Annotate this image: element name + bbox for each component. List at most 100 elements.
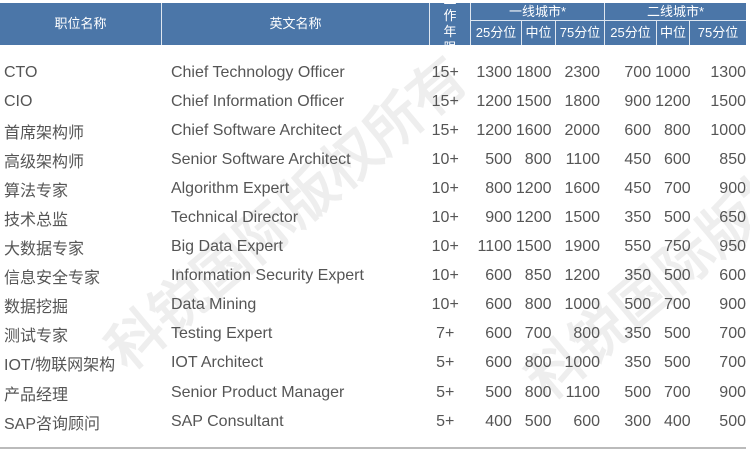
years: 10+ xyxy=(431,296,459,314)
tier1-p25: 900 xyxy=(485,209,512,227)
years: 10+ xyxy=(431,209,459,227)
tier2-p75: 650 xyxy=(719,209,746,227)
bottom-rule xyxy=(0,447,746,449)
table-row: 产品经理 Senior Product Manager 5+ 500 800 1100 50… xyxy=(0,378,750,407)
years: 15+ xyxy=(431,92,459,110)
tier2-p75: 900 xyxy=(719,179,746,197)
tier1-p25: 500 xyxy=(485,150,512,168)
tier1-median: 800 xyxy=(524,150,552,168)
tier1-p25: 1200 xyxy=(476,121,512,139)
tier1-p75: 2000 xyxy=(564,121,601,139)
tier1-p75: 1000 xyxy=(564,354,601,372)
tier2-median: 1000 xyxy=(655,63,691,81)
tier2-median: 400 xyxy=(663,412,691,430)
tier1-p75: 1100 xyxy=(565,150,601,168)
job-title-cn: CTO xyxy=(4,63,38,81)
tier2-p75: 1000 xyxy=(710,121,746,139)
tier2-median: 500 xyxy=(663,325,691,343)
tier2-p75: 900 xyxy=(719,383,746,401)
job-title-cn: 测试专家 xyxy=(4,328,69,346)
tier2-p75: 850 xyxy=(719,150,746,168)
table-row: CIO Chief Information Officer 15+ 1200 1500 1… xyxy=(0,87,750,116)
job-title-cn: 数据挖掘 xyxy=(4,299,69,317)
tier1-p25: 1300 xyxy=(476,63,512,81)
tier1-p75: 800 xyxy=(573,325,601,343)
tier2-p25: 350 xyxy=(624,267,652,285)
job-title-cn: CIO xyxy=(4,92,33,110)
years: 15+ xyxy=(431,121,459,139)
tier2-p25: 350 xyxy=(624,354,652,372)
years: 5+ xyxy=(436,354,455,372)
years: 10+ xyxy=(431,238,459,256)
header-t2-p25: 25分位 xyxy=(605,21,657,45)
job-title-en: Chief Information Officer xyxy=(170,92,345,110)
tier1-median: 850 xyxy=(524,267,552,285)
years: 15+ xyxy=(431,63,459,81)
tier2-p25: 550 xyxy=(624,238,652,256)
job-title-en: Senior Software Architect xyxy=(170,150,351,168)
tier2-median: 500 xyxy=(663,267,691,285)
tier2-p25: 300 xyxy=(624,412,652,430)
tier2-p75: 950 xyxy=(719,238,746,256)
job-title-cn: 大数据专家 xyxy=(4,241,85,259)
tier1-p25: 1100 xyxy=(477,238,512,256)
years: 7+ xyxy=(436,325,455,343)
tier2-p75: 500 xyxy=(719,412,746,430)
header-t2-p50: 中位 xyxy=(657,21,690,45)
tier2-median: 500 xyxy=(663,354,691,372)
header-tier1: 一线城市* xyxy=(471,3,605,21)
tier1-median: 1200 xyxy=(515,179,552,197)
table-row: 信息安全专家 Information Security Expert 10+ 600 8… xyxy=(0,262,750,291)
job-title-en: Algorithm Expert xyxy=(170,179,290,197)
tier2-p75: 1300 xyxy=(710,63,746,81)
years: 5+ xyxy=(436,412,455,430)
tier1-p75: 1600 xyxy=(564,179,601,197)
tier1-p25: 600 xyxy=(485,325,512,343)
tier1-median: 500 xyxy=(524,412,552,430)
job-title-en: Data Mining xyxy=(170,296,257,314)
table-row: 测试专家 Testing Expert 7+ 600 700 800 350 500 700 xyxy=(0,320,750,349)
tier2-p75: 900 xyxy=(719,296,746,314)
tier2-p25: 450 xyxy=(624,179,652,197)
table-row: IOT/物联网架构 IOT Architect 5+ 600 800 1000 350 500… xyxy=(0,349,750,378)
years: 10+ xyxy=(431,150,459,168)
table-row: 算法专家 Algorithm Expert 10+ 800 1200 1600 450 700… xyxy=(0,174,750,203)
job-title-en: Big Data Expert xyxy=(170,238,283,256)
tier1-p25: 600 xyxy=(485,354,512,372)
tier2-p75: 1500 xyxy=(710,92,746,110)
tier1-p25: 600 xyxy=(485,267,512,285)
tier2-median: 700 xyxy=(663,296,691,314)
job-title-cn: 技术总监 xyxy=(4,212,69,230)
job-title-en: Senior Product Manager xyxy=(170,383,345,401)
job-title-en: Chief Technology Officer xyxy=(170,63,345,81)
tier1-median: 800 xyxy=(524,383,552,401)
tier2-p25: 350 xyxy=(624,325,652,343)
tier2-p25: 500 xyxy=(624,383,652,401)
tier1-median: 700 xyxy=(524,325,552,343)
header-t1-p25: 25分位 xyxy=(471,21,522,45)
job-title-en: Testing Expert xyxy=(170,325,273,343)
tier1-p75: 1200 xyxy=(564,267,601,285)
tier1-median: 800 xyxy=(524,354,552,372)
job-title-en: Information Security Expert xyxy=(170,267,364,285)
salary-table: CTO Chief Technology Officer 15+ 1300 1800 23… xyxy=(0,58,750,436)
job-title-cn: IOT/物联网架构 xyxy=(4,357,116,375)
header-t1-p75: 75分位 xyxy=(556,21,605,45)
tier1-p25: 1200 xyxy=(476,92,512,110)
tier2-p75: 600 xyxy=(719,267,746,285)
job-title-en: Technical Director xyxy=(170,209,299,227)
table-row: 大数据专家 Big Data Expert 10+ 1100 1500 1900 550 75… xyxy=(0,233,750,262)
tier2-median: 700 xyxy=(663,383,691,401)
years: 10+ xyxy=(431,267,459,285)
tier2-median: 800 xyxy=(663,121,691,139)
tier2-p25: 450 xyxy=(624,150,652,168)
tier2-p25: 700 xyxy=(624,63,652,81)
table-row: CTO Chief Technology Officer 15+ 1300 1800 23… xyxy=(0,58,750,87)
tier2-p25: 350 xyxy=(624,209,652,227)
tier1-p75: 1100 xyxy=(565,383,601,401)
tier1-p75: 600 xyxy=(573,412,601,430)
job-title-cn: 信息安全专家 xyxy=(4,270,101,288)
tier2-p75: 700 xyxy=(719,325,746,343)
tier1-median: 1500 xyxy=(515,92,552,110)
tier2-p25: 500 xyxy=(624,296,652,314)
